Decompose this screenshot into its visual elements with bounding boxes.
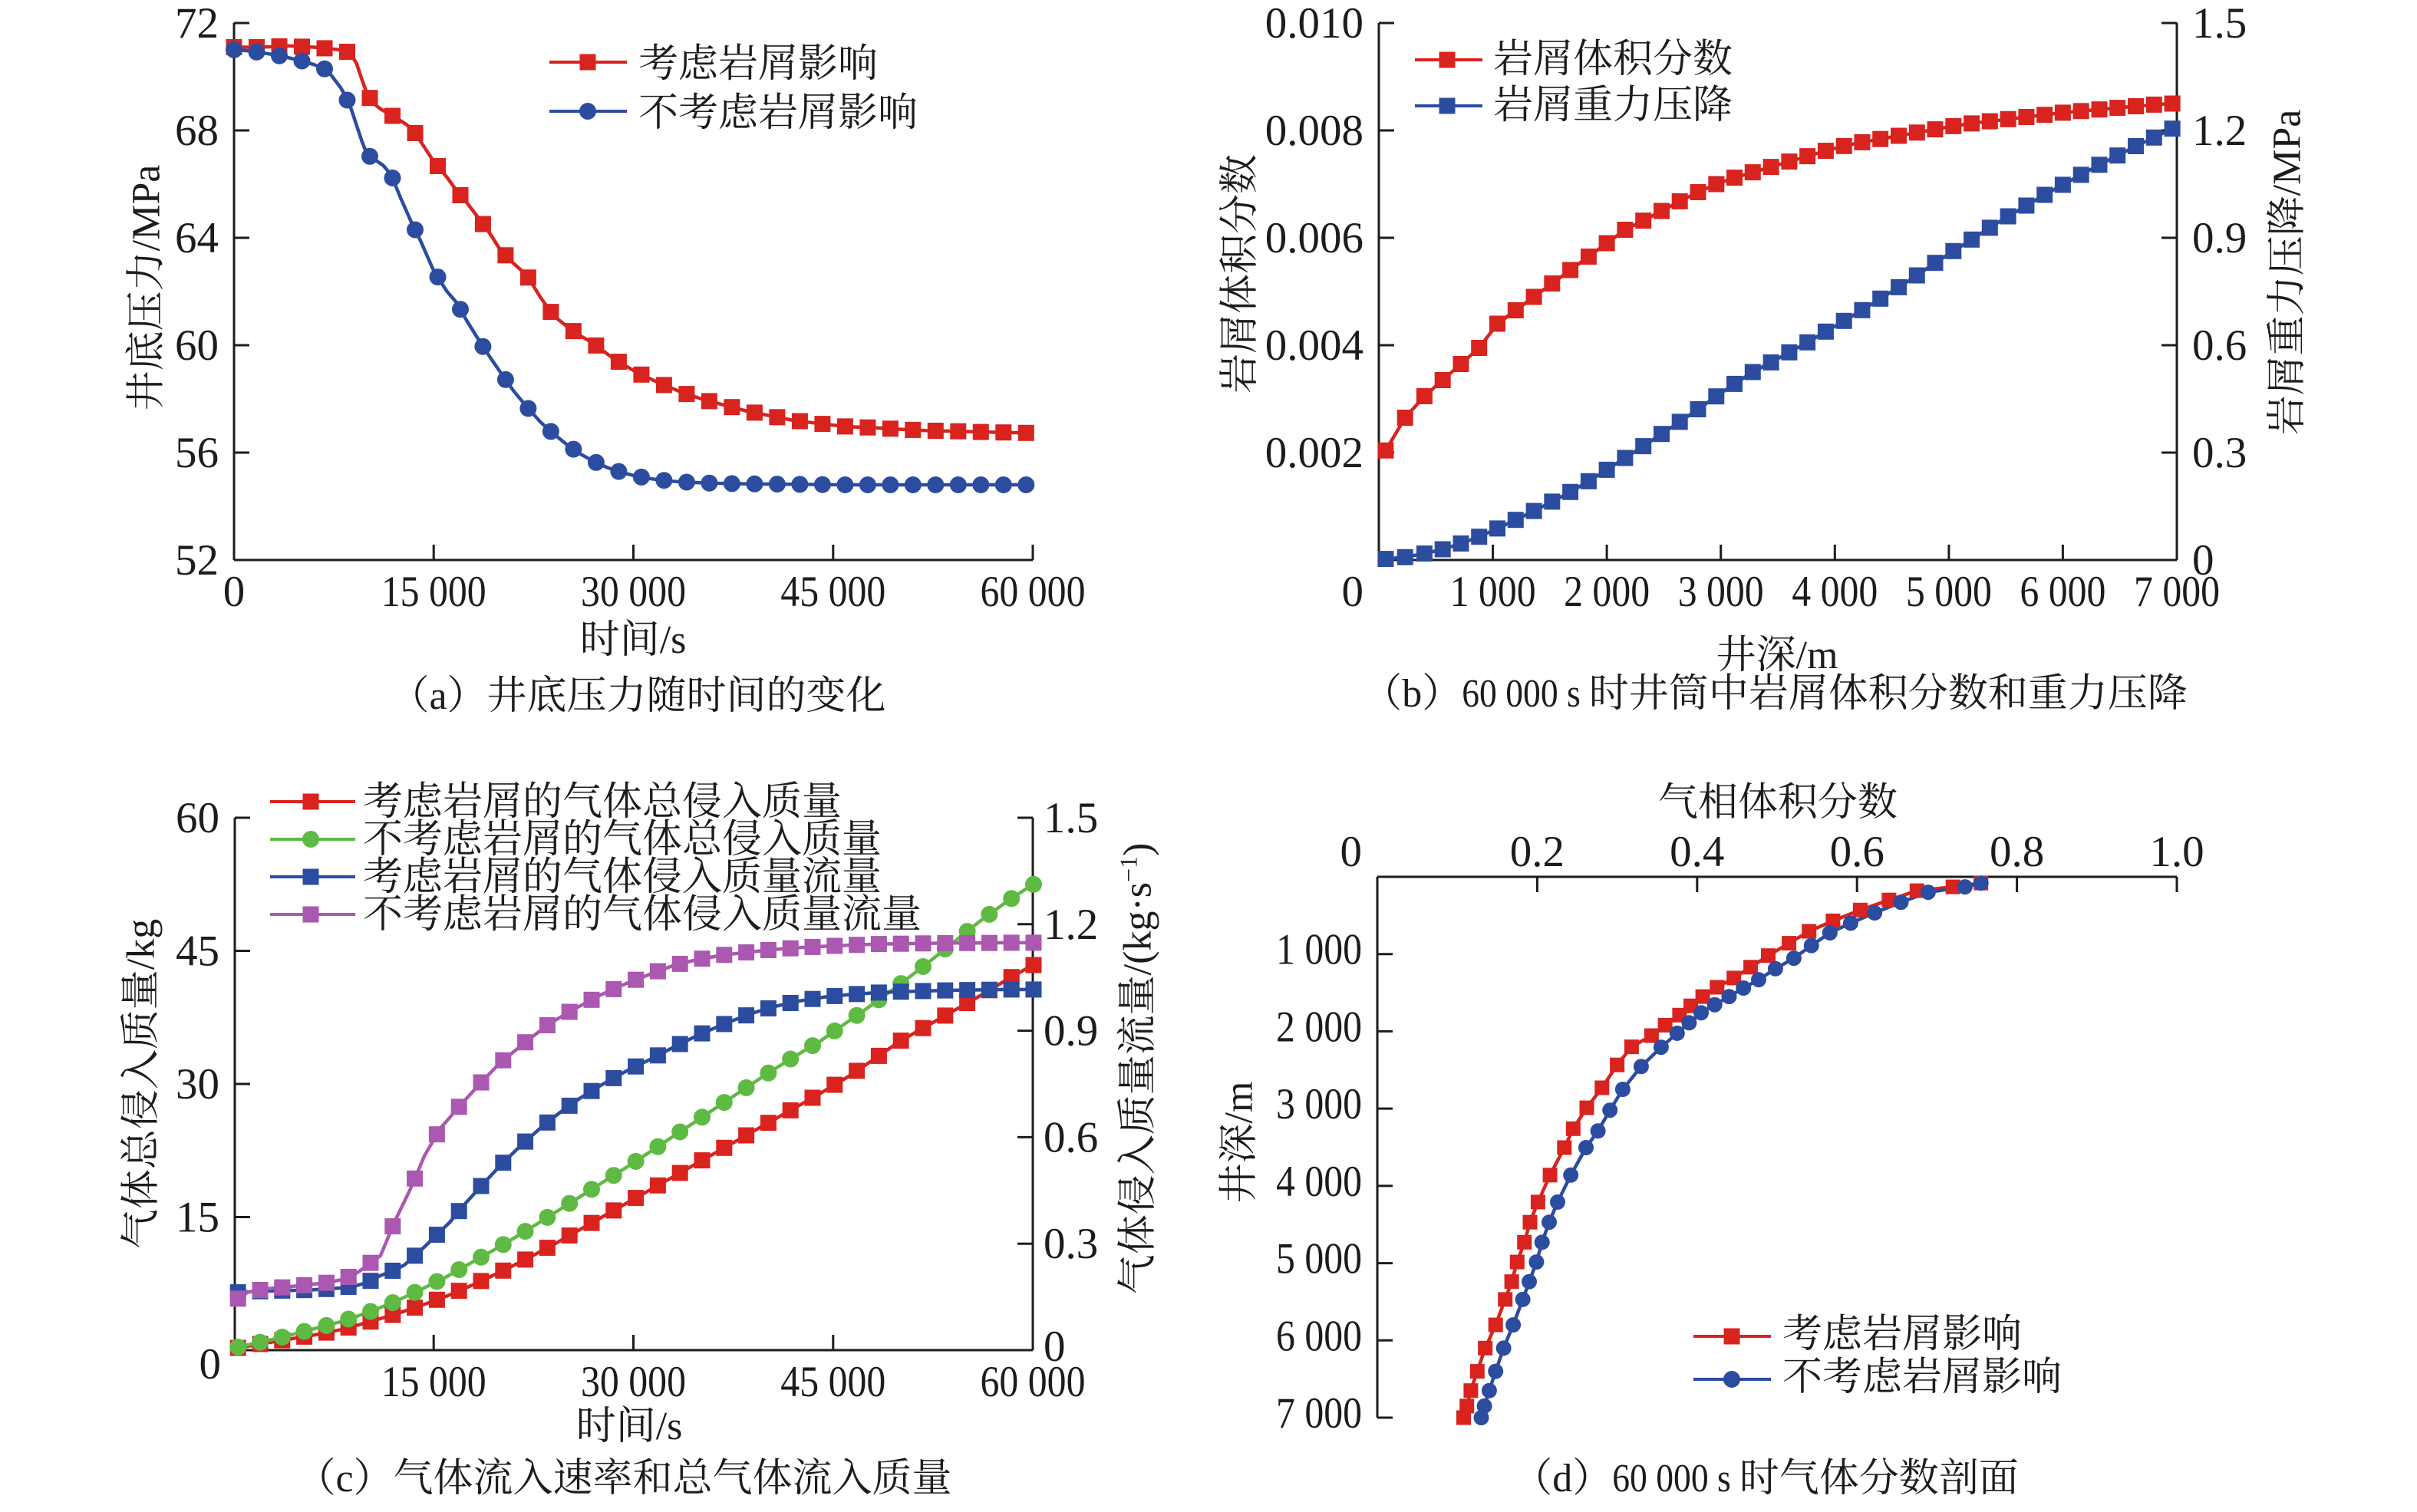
svg-text:0.010: 0.010: [1265, 0, 1363, 48]
svg-text:1.5: 1.5: [1044, 794, 1098, 842]
svg-text:30 000: 30 000: [581, 568, 686, 616]
svg-text:45 000: 45 000: [780, 1358, 885, 1406]
svg-text:6 000: 6 000: [1276, 1312, 1362, 1360]
svg-text:0.6: 0.6: [1830, 828, 1884, 876]
svg-text:5 000: 5 000: [1276, 1235, 1362, 1283]
svg-text:60 000 s: 60 000 s: [1462, 672, 1589, 716]
svg-text:60 000 s: 60 000 s: [1612, 1457, 1739, 1500]
svg-text:3 000: 3 000: [1276, 1080, 1362, 1128]
svg-text:0.3: 0.3: [1044, 1220, 1098, 1268]
svg-text:6 000: 6 000: [2020, 568, 2105, 616]
svg-text:56: 56: [175, 429, 219, 477]
svg-text:0: 0: [1340, 828, 1363, 876]
svg-text:60 000: 60 000: [981, 568, 1086, 616]
svg-text:1 000: 1 000: [1450, 568, 1536, 616]
svg-text:c: c: [336, 1457, 354, 1500]
svg-text:1.2: 1.2: [2192, 107, 2247, 155]
svg-text:64: 64: [175, 214, 219, 262]
svg-text:4 000: 4 000: [1792, 568, 1878, 616]
svg-text:1 000: 1 000: [1276, 926, 1362, 974]
svg-text:0.9: 0.9: [2192, 214, 2247, 262]
svg-text:60: 60: [175, 321, 219, 370]
svg-text:/s: /s: [656, 1405, 683, 1448]
svg-text:45: 45: [176, 927, 219, 976]
svg-text:/m: /m: [1796, 634, 1838, 677]
svg-text:0: 0: [2192, 536, 2214, 585]
svg-text:0.4: 0.4: [1670, 828, 1724, 876]
svg-text:0: 0: [223, 568, 246, 616]
svg-text:1.2: 1.2: [1044, 901, 1098, 949]
svg-text:30: 30: [176, 1060, 219, 1108]
svg-text:72: 72: [175, 0, 219, 48]
svg-text:/MPa: /MPa: [2266, 110, 2310, 196]
svg-text:60 000: 60 000: [981, 1358, 1086, 1406]
svg-text:1.5: 1.5: [2192, 0, 2247, 48]
svg-text:0: 0: [1342, 568, 1364, 616]
svg-text:0: 0: [1044, 1323, 1066, 1371]
svg-text:0.8: 0.8: [1990, 828, 2044, 876]
svg-text:b: b: [1402, 672, 1422, 716]
svg-text:0.6: 0.6: [1044, 1113, 1098, 1161]
svg-text:1.0: 1.0: [2149, 828, 2204, 876]
svg-text:2 000: 2 000: [1276, 1003, 1362, 1051]
svg-text:0.9: 0.9: [1044, 1007, 1098, 1056]
svg-text:d: d: [1552, 1457, 1572, 1500]
svg-text:): ): [1116, 843, 1160, 856]
svg-text:68: 68: [175, 107, 219, 155]
svg-text:0.6: 0.6: [2192, 321, 2247, 370]
svg-text:/MPa: /MPa: [125, 165, 169, 252]
svg-text:15 000: 15 000: [381, 568, 486, 616]
svg-text:7 000: 7 000: [1276, 1389, 1362, 1438]
svg-text:a: a: [430, 674, 447, 718]
svg-text:4 000: 4 000: [1276, 1158, 1362, 1206]
svg-text:0.3: 0.3: [2192, 429, 2247, 477]
svg-text:/m: /m: [1218, 1082, 1261, 1124]
svg-text:60: 60: [176, 794, 219, 842]
svg-text:/kg: /kg: [120, 919, 163, 970]
svg-text:15 000: 15 000: [381, 1358, 486, 1406]
svg-text:0.008: 0.008: [1265, 107, 1363, 155]
svg-text:/(kg·s: /(kg·s: [1116, 882, 1160, 975]
svg-text:45 000: 45 000: [780, 568, 885, 616]
svg-text:/s: /s: [660, 618, 687, 662]
svg-text:52: 52: [175, 536, 219, 585]
svg-text:30 000: 30 000: [581, 1358, 686, 1406]
svg-text:2 000: 2 000: [1564, 568, 1650, 616]
svg-text:15: 15: [176, 1194, 219, 1242]
svg-text:0.002: 0.002: [1265, 429, 1363, 477]
svg-text:0.004: 0.004: [1265, 321, 1363, 370]
svg-text:3 000: 3 000: [1678, 568, 1764, 616]
svg-text:0: 0: [199, 1340, 222, 1388]
svg-text:5 000: 5 000: [1906, 568, 1992, 616]
svg-text:7 000: 7 000: [2134, 568, 2220, 616]
svg-text:−1: −1: [1115, 856, 1143, 882]
svg-text:0.006: 0.006: [1265, 214, 1363, 262]
svg-text:0.2: 0.2: [1510, 828, 1565, 876]
